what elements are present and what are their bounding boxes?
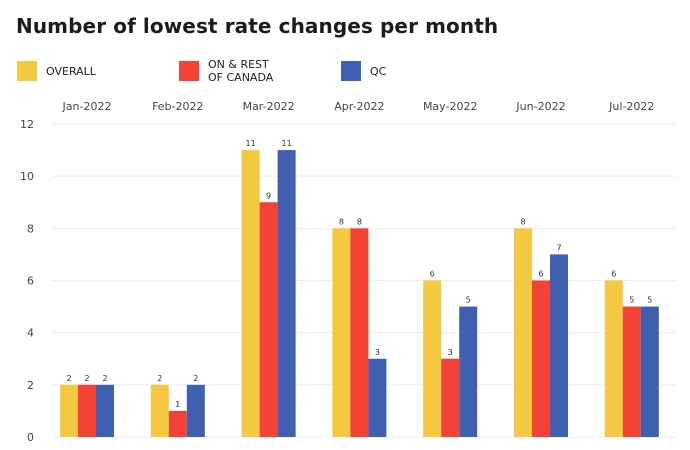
data-label: 2	[66, 374, 71, 383]
y-tick-label: 8	[27, 222, 34, 235]
bar	[332, 228, 351, 437]
bar	[60, 384, 78, 437]
bar	[78, 384, 96, 437]
data-label: 11	[246, 139, 256, 148]
bar	[514, 228, 532, 437]
data-label: 2	[102, 374, 107, 383]
bar	[368, 358, 387, 437]
legend-swatch-on-rest-of-canada	[179, 61, 199, 81]
bar	[604, 280, 623, 437]
y-tick-label: 0	[27, 431, 34, 444]
data-label: 7	[556, 243, 561, 252]
y-tick-label: 12	[20, 118, 34, 131]
x-tick-label: Feb-2022	[152, 100, 203, 113]
legend-item-overall: OVERALL	[17, 61, 96, 81]
bar	[168, 410, 187, 437]
bar	[241, 150, 260, 438]
bar	[640, 306, 659, 437]
bar	[441, 358, 460, 437]
data-label: 2	[193, 374, 198, 383]
bar	[459, 306, 478, 437]
x-tick-label: Jul-2022	[608, 100, 654, 113]
bar	[96, 384, 114, 437]
bar	[277, 150, 296, 438]
bar	[350, 228, 369, 437]
data-label: 5	[629, 296, 634, 305]
legend-label-qc: QC	[370, 64, 387, 78]
x-tick-label: May-2022	[423, 100, 478, 113]
y-tick-label: 4	[27, 327, 34, 340]
data-label: 8	[357, 217, 362, 226]
data-label: 8	[520, 217, 525, 226]
bar	[186, 384, 205, 437]
data-label: 5	[466, 296, 471, 305]
data-label: 6	[538, 270, 543, 279]
data-label: 2	[157, 374, 162, 383]
y-tick-label: 6	[27, 275, 34, 288]
data-label: 11	[282, 139, 292, 148]
data-label: 2	[84, 374, 89, 383]
y-tick-label: 2	[27, 379, 34, 392]
legend-swatch-overall	[17, 61, 37, 81]
legend-label-on-rest-of-canada: ON & REST OF CANADA	[208, 58, 274, 84]
y-tick-label: 10	[20, 170, 34, 183]
bar	[532, 280, 550, 437]
legend-item-on-rest-of-canada: ON & REST OF CANADA	[179, 58, 273, 84]
legend-item-qc: QC	[341, 61, 386, 81]
x-tick-label: Mar-2022	[243, 100, 295, 113]
bar	[622, 306, 641, 437]
x-tick-label: Jun-2022	[515, 100, 565, 113]
data-label: 8	[339, 217, 344, 226]
data-label: 3	[375, 348, 380, 357]
x-tick-label: Jan-2022	[62, 100, 112, 113]
chart-title: Number of lowest rate changes per month	[16, 14, 499, 38]
bar	[150, 384, 169, 437]
data-label: 5	[647, 296, 652, 305]
data-label: 6	[611, 270, 616, 279]
legend-swatch-qc	[341, 61, 361, 81]
x-tick-label: Apr-2022	[334, 100, 384, 113]
data-label: 1	[175, 400, 180, 409]
data-label: 9	[266, 191, 271, 200]
legend-label-overall: OVERALL	[46, 64, 96, 78]
bar	[259, 202, 278, 437]
bar	[423, 280, 442, 437]
bar	[550, 254, 568, 437]
data-label: 6	[430, 270, 435, 279]
data-label: 3	[448, 348, 453, 357]
